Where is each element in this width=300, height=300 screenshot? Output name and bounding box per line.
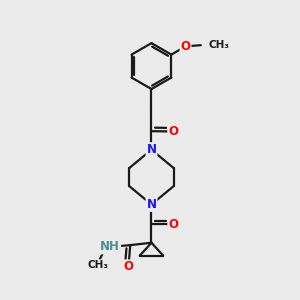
Text: N: N [146, 198, 157, 211]
Text: O: O [181, 40, 190, 53]
Text: N: N [146, 143, 157, 156]
Text: CH₃: CH₃ [208, 40, 229, 50]
Text: NH: NH [100, 240, 120, 254]
Text: O: O [124, 260, 134, 273]
Text: CH₃: CH₃ [88, 260, 109, 270]
Text: O: O [168, 218, 178, 231]
Text: O: O [168, 125, 178, 138]
